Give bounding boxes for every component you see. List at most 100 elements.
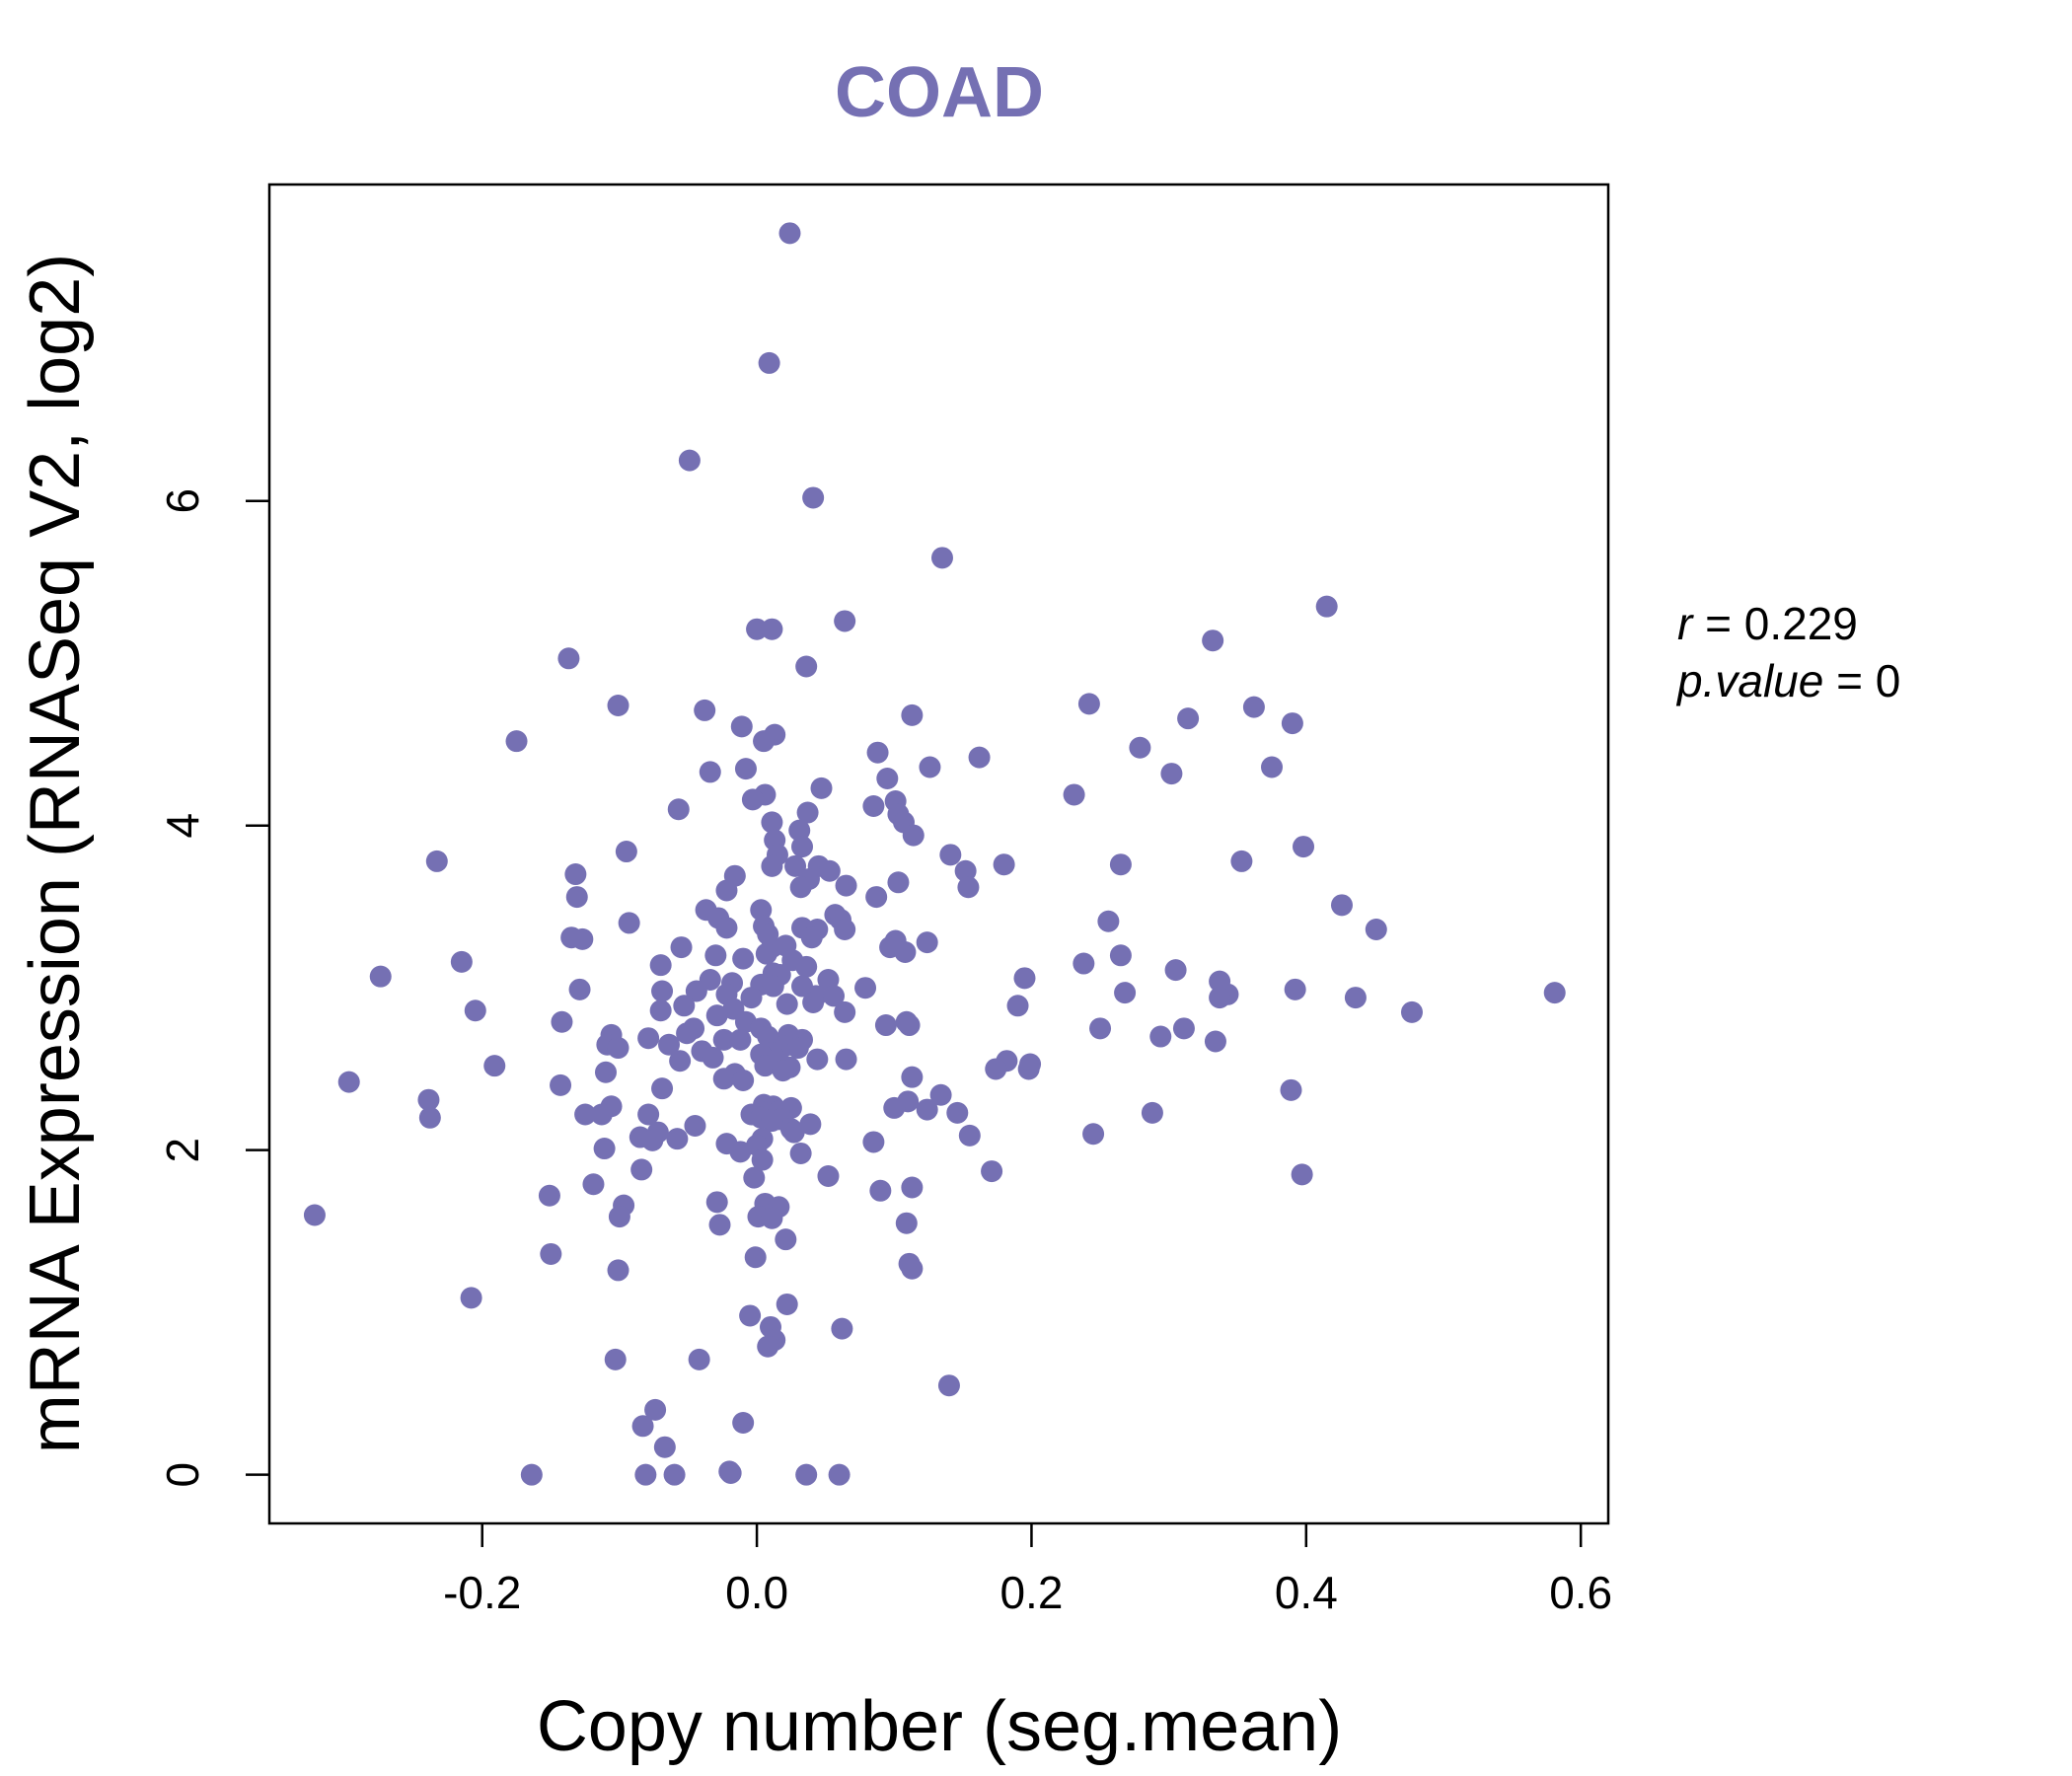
data-point [730, 715, 753, 738]
data-point [778, 222, 801, 245]
data-point [590, 1103, 613, 1126]
data-point [835, 1048, 857, 1071]
data-point [862, 794, 885, 817]
data-point [505, 730, 528, 753]
p-value-stat: p.value = 0 [1675, 655, 1900, 706]
data-point [641, 1129, 664, 1151]
data-point [649, 999, 672, 1022]
data-point [741, 788, 764, 811]
data-point [734, 758, 757, 780]
data-point [702, 1046, 724, 1069]
data-point [795, 1463, 818, 1486]
data-point [1089, 1017, 1112, 1040]
data-point [538, 1184, 560, 1207]
data-point [883, 1096, 906, 1119]
data-point [828, 1463, 851, 1486]
data-point [1109, 944, 1132, 967]
data-point [751, 1148, 774, 1171]
data-point [649, 954, 672, 977]
data-point [615, 841, 637, 863]
data-point [1365, 918, 1387, 940]
data-point [694, 699, 716, 721]
data-point [1344, 987, 1367, 1009]
data-point [520, 1463, 543, 1486]
data-point [1291, 1163, 1313, 1186]
data-points [303, 222, 1566, 1486]
data-point [898, 1014, 921, 1037]
data-point [775, 1228, 797, 1251]
x-tick-label: 0.0 [725, 1567, 788, 1618]
data-point [550, 1073, 572, 1096]
data-point [634, 1463, 657, 1486]
data-point [957, 876, 980, 899]
y-axis-label: mRNA Expression (RNASeq V2, log2) [16, 254, 95, 1453]
data-point [755, 942, 777, 965]
data-point [1315, 595, 1338, 618]
data-point [1160, 763, 1183, 785]
data-point [1172, 1017, 1195, 1040]
data-point [901, 1176, 924, 1199]
data-point [608, 1206, 630, 1228]
data-point [688, 1348, 710, 1370]
data-point [1209, 987, 1231, 1009]
data-point [916, 1098, 938, 1121]
data-point [712, 1028, 735, 1051]
data-point [789, 876, 812, 899]
data-point [810, 777, 833, 799]
data-point [795, 655, 818, 678]
data-point [761, 811, 783, 834]
data-point [1097, 910, 1120, 932]
data-point [663, 1463, 686, 1486]
data-point [834, 918, 856, 940]
data-point [418, 1106, 441, 1129]
data-point [1077, 693, 1100, 715]
data-point [750, 899, 773, 922]
data-point [582, 1173, 605, 1196]
data-point [637, 1027, 660, 1050]
data-point [869, 1179, 892, 1202]
data-point [753, 730, 776, 753]
data-point [939, 844, 962, 866]
data-point [834, 610, 856, 632]
data-point [762, 975, 784, 998]
data-point [791, 836, 814, 858]
data-point [565, 886, 588, 909]
data-point [1109, 853, 1132, 876]
data-point [981, 1160, 1003, 1183]
data-point [464, 999, 486, 1022]
data-point [1141, 1101, 1163, 1124]
data-point [705, 1191, 728, 1214]
data-point [631, 1415, 654, 1438]
data-point [866, 741, 889, 764]
data-point [874, 1014, 897, 1037]
plot-frame [267, 183, 1610, 1525]
p-value-stat-equals: = [1823, 655, 1875, 706]
data-point [644, 1398, 667, 1421]
data-point [919, 756, 941, 778]
data-point [795, 955, 818, 978]
r-stat-label: r [1677, 598, 1694, 649]
data-point [968, 746, 991, 769]
data-point [540, 1242, 562, 1265]
data-point [574, 1103, 597, 1126]
data-point [1280, 1078, 1302, 1101]
data-point [796, 801, 819, 824]
data-point [788, 819, 811, 842]
data-point [450, 950, 473, 973]
data-point [708, 1214, 731, 1236]
data-point [669, 1050, 692, 1073]
data-point [715, 879, 738, 902]
data-point [704, 944, 727, 967]
data-point [930, 547, 953, 569]
data-point [743, 1166, 766, 1189]
data-point [676, 1022, 699, 1045]
data-point [1013, 967, 1036, 990]
data-point [715, 917, 738, 939]
p-value-stat-value: 0 [1876, 655, 1901, 706]
data-point [817, 1165, 840, 1188]
data-point [1204, 1030, 1226, 1053]
data-point [712, 1068, 735, 1090]
data-point [818, 859, 841, 882]
y-tick-label: 2 [157, 1138, 208, 1163]
